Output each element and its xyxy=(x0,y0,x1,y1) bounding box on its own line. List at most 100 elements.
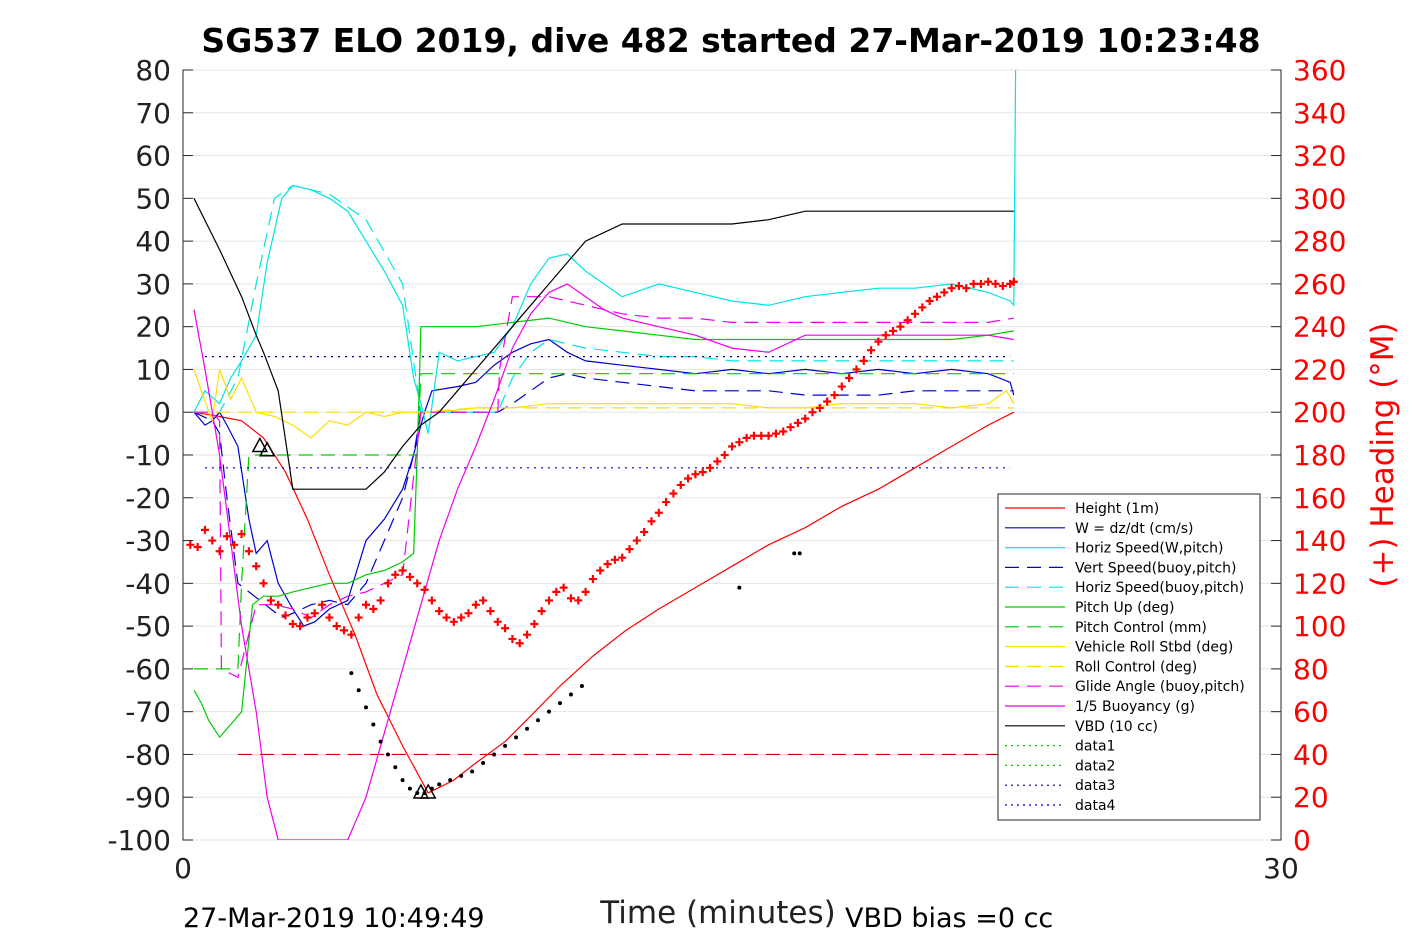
heading-point xyxy=(881,331,890,340)
series-vbd-10-cc-line xyxy=(193,198,1014,490)
left-tick-label: 40 xyxy=(135,225,171,258)
heading-point xyxy=(457,613,466,622)
right-tick-label: 100 xyxy=(1293,610,1346,643)
heading-point xyxy=(259,579,268,588)
left-tick-label: -60 xyxy=(125,653,171,686)
height-dot xyxy=(797,551,802,556)
heading-point xyxy=(325,613,334,622)
heading-point xyxy=(801,414,810,423)
right-tick-label: 0 xyxy=(1293,824,1311,857)
footer-vbd-bias: VBD bias =0 cc xyxy=(845,903,1053,934)
heading-point xyxy=(545,596,553,605)
legend-vert-speed-buoy-pitch-label: Vert Speed(buoy,pitch) xyxy=(1075,560,1237,576)
right-axis-label: (+) Heading (°M) xyxy=(1365,322,1401,587)
height-dot xyxy=(459,773,464,778)
heading-point xyxy=(691,470,700,479)
heading-point xyxy=(779,427,788,436)
right-tick-label: 60 xyxy=(1293,696,1329,729)
heading-point xyxy=(954,282,963,291)
height-dot xyxy=(557,701,562,706)
heading-point xyxy=(786,423,795,432)
height-dot xyxy=(568,692,573,697)
series-pitch-control-mm-line xyxy=(194,373,1014,670)
height-dot xyxy=(356,688,361,693)
heading-point xyxy=(698,468,707,477)
right-tick-label: 80 xyxy=(1293,653,1329,686)
legend-vehicle-roll-stbd-deg-label: Vehicle Roll Stbd (deg) xyxy=(1075,640,1233,656)
height-dot xyxy=(364,705,368,710)
heading-point xyxy=(222,532,231,541)
left-tick-label: -80 xyxy=(125,738,171,771)
right-tick-label: 200 xyxy=(1293,396,1346,429)
series-w-dz-dt-cm-s-line xyxy=(193,338,1015,627)
heading-point xyxy=(874,337,883,346)
footer-timestamp: 27-Mar-2019 10:49:49 xyxy=(183,903,485,934)
x-axis-ticks: 0 30 xyxy=(174,830,1299,885)
heading-point xyxy=(274,600,283,609)
left-tick-label: 0 xyxy=(153,396,171,429)
heading-point xyxy=(830,391,839,400)
heading-point xyxy=(647,517,656,526)
series-horiz-speed-buoy-pitch-line xyxy=(194,184,1014,413)
left-tick-label: -70 xyxy=(125,696,171,729)
heading-point xyxy=(771,429,780,438)
heading-point xyxy=(340,626,349,635)
left-tick-label: -10 xyxy=(125,439,171,472)
legend-horiz-speed-buoy-pitch-label: Horiz Speed(buoy,pitch) xyxy=(1075,580,1244,596)
heading-point xyxy=(332,622,341,631)
heading-point xyxy=(559,583,568,592)
plot-lines xyxy=(193,70,1017,840)
left-tick-label: 20 xyxy=(135,311,171,344)
heading-point xyxy=(449,617,458,626)
right-tick-label: 120 xyxy=(1293,567,1346,600)
left-tick-label: 50 xyxy=(135,182,171,215)
heading-point xyxy=(969,279,978,288)
heading-point xyxy=(252,562,261,571)
right-tick-label: 160 xyxy=(1293,482,1346,515)
height-dot xyxy=(437,782,442,787)
heading-point xyxy=(815,403,824,412)
heading-point xyxy=(976,279,985,288)
heading-point xyxy=(537,607,546,616)
heading-point xyxy=(523,630,532,639)
right-axis-ticks: 3603403203002802602402202001801601401201… xyxy=(1271,54,1346,857)
heading-point xyxy=(310,609,319,618)
height-dot xyxy=(385,752,390,757)
heading-point xyxy=(610,555,619,564)
heading-point xyxy=(757,431,766,440)
heading-point xyxy=(427,596,436,605)
heading-point xyxy=(266,596,275,605)
x-axis-label: Time (minutes) xyxy=(599,895,835,931)
heading-point xyxy=(281,611,290,620)
heading-point xyxy=(918,303,927,312)
heading-point xyxy=(596,566,605,575)
right-tick-label: 300 xyxy=(1293,182,1346,215)
series-1-5-buoyancy-g-line xyxy=(193,283,1014,840)
heading-point xyxy=(566,594,575,603)
right-tick-label: 360 xyxy=(1293,54,1346,87)
heading-point xyxy=(911,309,919,318)
heading-point xyxy=(625,545,634,554)
heading-point xyxy=(823,397,832,406)
series-vehicle-roll-stbd-deg-line xyxy=(193,369,1015,439)
legend-pitch-control-mm-label: Pitch Control (mm) xyxy=(1075,620,1207,636)
heading-point xyxy=(889,326,898,335)
heading-point xyxy=(845,374,854,382)
left-tick-label: -40 xyxy=(125,567,171,600)
heading-point xyxy=(288,619,297,628)
legend-vbd-10-cc-label: VBD (10 cc) xyxy=(1075,719,1158,735)
height-dot xyxy=(470,769,475,774)
heading-point xyxy=(464,609,473,618)
heading-point xyxy=(618,553,627,562)
heading-point xyxy=(383,579,392,588)
height-dot xyxy=(737,585,742,590)
heading-point xyxy=(749,431,758,440)
heading-point xyxy=(501,624,510,633)
heading-point xyxy=(405,572,414,581)
left-tick-label: 10 xyxy=(135,353,171,386)
height-dot xyxy=(579,684,584,688)
left-tick-label: -30 xyxy=(125,525,171,558)
heading-point xyxy=(471,600,480,609)
right-tick-label: 280 xyxy=(1293,225,1346,258)
heading-point xyxy=(215,547,224,556)
